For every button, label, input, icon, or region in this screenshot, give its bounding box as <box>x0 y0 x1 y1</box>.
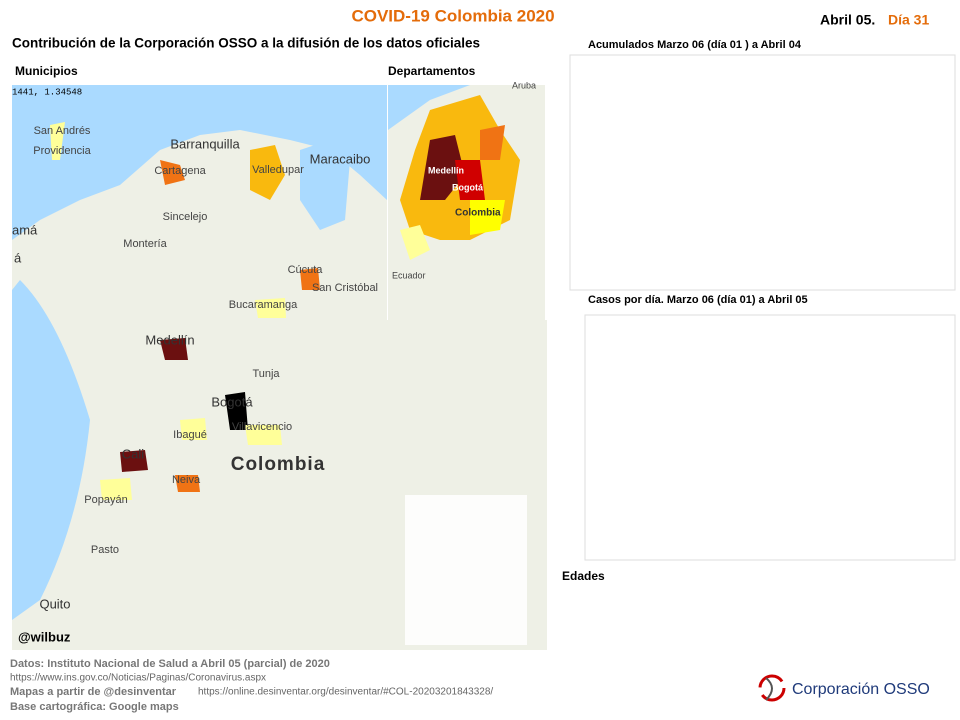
coords: 1441, 1.34548 <box>12 87 82 97</box>
map-label: Maracaibo <box>310 151 371 166</box>
map-label: Villavicencio <box>232 421 292 433</box>
map-label: Quito <box>39 596 70 611</box>
map-label: Barranquilla <box>170 136 240 151</box>
credit: @wilbuz <box>18 629 71 644</box>
map-label: Ecuador <box>392 270 426 280</box>
map-title: Municipios <box>15 64 78 78</box>
map-label: Neiva <box>172 474 201 486</box>
subtitle: Contribución de la Corporación OSSO a la… <box>12 36 480 51</box>
map-label: San Andrés <box>34 125 91 137</box>
day: Día 31 <box>888 12 929 28</box>
map-label: Valledupar <box>252 164 304 176</box>
map-label: á <box>14 250 22 265</box>
footer: https://online.desinventar.org/desinvent… <box>198 687 493 698</box>
map-label: Aruba <box>512 80 536 90</box>
inset-map <box>388 85 545 320</box>
map <box>12 85 387 650</box>
map-label: Bogotá <box>452 182 484 192</box>
footer: https://www.ins.gov.co/Noticias/Paginas/… <box>10 673 266 684</box>
map-label: Cúcuta <box>288 264 324 276</box>
map-label: Bogotá <box>211 394 253 409</box>
map-label: amá <box>12 222 38 237</box>
map-label: Medellín <box>145 332 194 347</box>
panel <box>569 54 956 291</box>
footer: Datos: Instituto Nacional de Salud a Abr… <box>10 658 330 670</box>
map-label: San Cristóbal <box>312 282 378 294</box>
chart-title: Acumulados Marzo 06 (día 01 ) a Abril 04 <box>588 39 802 51</box>
map-label: Colombia <box>231 454 326 475</box>
footer: Mapas a partir de @desinventar <box>10 686 177 698</box>
deaths-box <box>595 318 740 510</box>
map-label: Sincelejo <box>163 211 208 223</box>
map-label: Montería <box>123 238 167 250</box>
chart-title: Casos por día. Marzo 06 (día 01) a Abril… <box>588 294 808 306</box>
map-label: Cali <box>122 446 145 461</box>
map-label: Bucaramanga <box>229 299 298 311</box>
logo-text: Corporación OSSO <box>792 681 930 698</box>
date: Abril 05. <box>820 12 875 28</box>
map-title: Departamentos <box>388 64 476 78</box>
map-label: Colombia <box>455 208 501 219</box>
map-label: Medellín <box>428 165 464 175</box>
map-label: Popayán <box>84 494 127 506</box>
footer: Base cartográfica: Google maps <box>10 701 179 713</box>
title: COVID-19 Colombia 2020 <box>351 6 554 25</box>
map-label: Providencia <box>33 145 91 157</box>
map-label: Tunja <box>252 368 280 380</box>
chart-title: Edades <box>562 569 605 583</box>
map-label: Cartagena <box>154 165 206 177</box>
map-label: Ibagué <box>173 429 207 441</box>
map-label: Pasto <box>91 544 119 556</box>
logo <box>758 674 786 702</box>
legend-box <box>405 495 527 645</box>
